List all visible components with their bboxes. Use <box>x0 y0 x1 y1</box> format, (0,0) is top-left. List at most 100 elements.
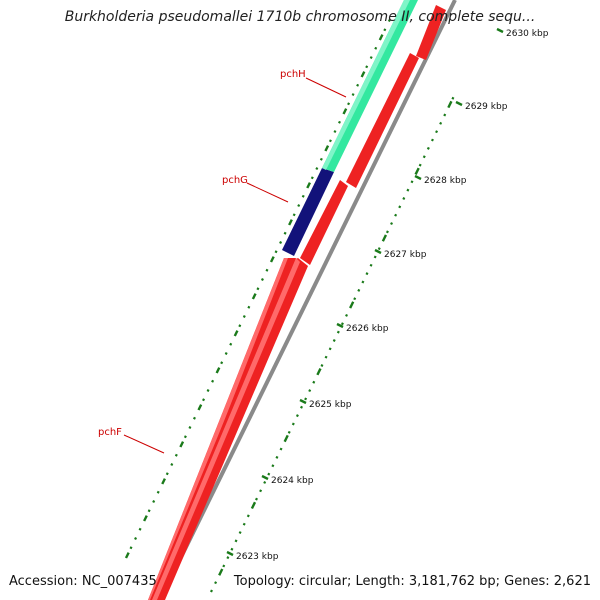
inner-tick <box>406 188 410 192</box>
gene-labels: pchH pchG pchF <box>98 69 347 454</box>
map-title: Burkholderia pseudomallei 1710b chromoso… <box>64 9 536 25</box>
outer-tick <box>351 93 355 97</box>
inner-tick <box>250 501 257 510</box>
outer-tick <box>211 379 215 383</box>
inner-tick <box>390 222 394 226</box>
inner-tick <box>283 434 289 443</box>
outer-tick <box>356 83 360 87</box>
outer-tick <box>124 552 130 559</box>
outer-tick <box>215 367 221 374</box>
backbone-line <box>158 0 457 600</box>
outer-tick <box>279 241 283 245</box>
inner-tick <box>418 163 422 167</box>
inner-tick <box>345 313 348 317</box>
outer-tick <box>156 490 160 494</box>
outer-tick <box>152 500 156 503</box>
kbp-label: 2629 kbp <box>465 102 508 112</box>
outer-tick <box>288 219 293 226</box>
outer-tick <box>161 478 166 485</box>
outer-tick <box>147 509 151 513</box>
inner-tick <box>287 430 291 434</box>
inner-tick <box>332 338 336 342</box>
gene-leader-line <box>246 182 289 203</box>
inner-tick <box>377 247 381 251</box>
outer-tick <box>338 120 341 124</box>
outer-tick <box>251 293 257 300</box>
inner-tick <box>443 113 447 117</box>
inner-tick <box>340 322 344 326</box>
inner-tick <box>320 364 324 367</box>
gene-block-pchG[interactable] <box>282 168 334 256</box>
inner-tick <box>267 472 271 476</box>
kbp-major-tick <box>414 174 422 181</box>
inner-tick <box>398 205 402 209</box>
outer-tick <box>224 352 228 355</box>
inner-tick <box>259 489 263 493</box>
outer-tick <box>233 330 239 337</box>
inner-tick <box>451 96 455 100</box>
inner-tick <box>275 455 279 459</box>
inner-tick <box>210 589 213 593</box>
inner-tick <box>226 556 230 560</box>
gene-label-pchG[interactable]: pchG <box>222 175 248 186</box>
summary-text: Topology: circular; Length: 3,181,762 bp… <box>233 574 591 589</box>
inner-tick <box>336 330 340 334</box>
inner-tick <box>242 522 246 526</box>
kbp-major-tick <box>261 474 269 481</box>
inner-tick <box>271 464 275 468</box>
outer-tick <box>319 157 323 161</box>
gene-label-pchH[interactable]: pchH <box>280 69 306 80</box>
inner-tick <box>234 539 238 543</box>
outer-tick <box>328 139 332 143</box>
outer-tick <box>256 287 260 291</box>
inner-tick <box>422 155 426 159</box>
outer-tick <box>143 515 148 522</box>
inner-tick <box>295 414 299 418</box>
outer-tick <box>269 256 275 263</box>
inner-tick <box>230 547 234 551</box>
kbp-label: 2627 kbp <box>384 250 427 260</box>
inner-tick <box>222 564 226 568</box>
gene-block-pchH-highlight <box>322 0 410 170</box>
inner-tick <box>402 197 406 200</box>
inner-tick <box>214 581 218 585</box>
outer-tick <box>383 28 387 32</box>
inner-tick <box>349 301 355 309</box>
gene-label-pchF[interactable]: pchF <box>98 427 122 438</box>
inner-tick <box>291 422 295 426</box>
outer-tick <box>306 182 311 189</box>
inner-tick <box>279 447 283 451</box>
outer-tick <box>283 231 287 235</box>
inner-tick <box>361 280 365 284</box>
kbp-major-tick <box>374 248 382 255</box>
outer-tick <box>229 342 233 346</box>
outer-tick <box>247 305 251 309</box>
outer-tick <box>342 108 348 115</box>
outer-tick <box>188 426 192 429</box>
inner-tick <box>316 368 322 376</box>
outer-tick <box>333 130 337 134</box>
inner-tick <box>246 514 250 518</box>
outer-tick <box>202 398 205 402</box>
inner-tick <box>414 167 420 175</box>
outer-tick <box>192 416 196 420</box>
inner-tick <box>426 146 430 150</box>
kbp-major-tick <box>299 398 307 405</box>
tick-labels: 2623 kbp 2624 kbp 2625 kbp 2626 kbp 2627 kbp… <box>226 27 549 562</box>
outer-tick <box>206 389 210 392</box>
tick-row-inner <box>210 96 455 593</box>
outer-tick <box>369 56 373 60</box>
outer-tick <box>165 472 169 476</box>
inner-tick <box>373 255 377 259</box>
inner-tick <box>357 288 361 292</box>
outer-tick <box>324 145 330 152</box>
outer-tick <box>374 46 378 50</box>
inner-tick <box>435 130 439 134</box>
outer-tick <box>297 204 301 208</box>
gene-leader-line <box>305 77 347 98</box>
inner-tick <box>218 568 224 576</box>
inner-tick <box>304 397 308 401</box>
inner-tick <box>369 263 373 267</box>
outer-tick <box>310 176 314 180</box>
inner-tick <box>353 297 357 301</box>
